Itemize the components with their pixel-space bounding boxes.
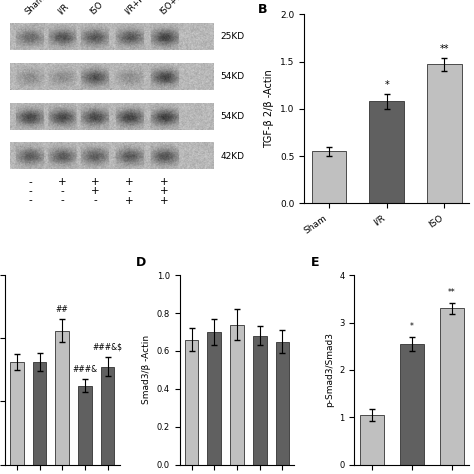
Text: E: E bbox=[310, 256, 319, 269]
Text: ###&$: ###&$ bbox=[93, 343, 123, 352]
Text: +: + bbox=[160, 186, 168, 196]
Bar bbox=[275, 342, 289, 465]
Text: -: - bbox=[128, 186, 131, 196]
Text: ###&: ###& bbox=[73, 365, 98, 374]
Text: -: - bbox=[61, 186, 64, 196]
Text: +: + bbox=[125, 196, 134, 206]
Bar bbox=[369, 101, 404, 203]
Bar bbox=[230, 325, 244, 465]
Text: **: ** bbox=[440, 44, 449, 54]
Bar bbox=[400, 344, 424, 465]
Bar bbox=[185, 340, 199, 465]
Bar bbox=[101, 367, 115, 465]
Bar bbox=[427, 64, 462, 203]
Bar bbox=[10, 362, 24, 465]
Text: -: - bbox=[28, 177, 32, 187]
Text: ISO: ISO bbox=[89, 0, 105, 16]
Bar bbox=[440, 309, 464, 465]
Bar bbox=[208, 332, 221, 465]
Text: +: + bbox=[125, 177, 134, 187]
Text: Sham: Sham bbox=[24, 0, 47, 16]
Bar bbox=[311, 151, 346, 203]
Text: +: + bbox=[58, 177, 67, 187]
Text: +: + bbox=[91, 177, 100, 187]
Bar bbox=[253, 336, 266, 465]
Text: 54KD: 54KD bbox=[220, 72, 245, 81]
Text: -: - bbox=[61, 196, 64, 206]
Text: *: * bbox=[384, 80, 389, 90]
Text: +: + bbox=[91, 186, 100, 196]
Bar bbox=[359, 415, 383, 465]
Text: -: - bbox=[93, 196, 97, 206]
Bar bbox=[78, 386, 92, 465]
Y-axis label: TGF-β 2/β -Actin: TGF-β 2/β -Actin bbox=[264, 70, 274, 148]
Text: -: - bbox=[28, 196, 32, 206]
Text: ##: ## bbox=[56, 305, 69, 314]
Text: I/R+Pir: I/R+Pir bbox=[123, 0, 150, 16]
Bar bbox=[33, 362, 46, 465]
Text: I/R: I/R bbox=[56, 2, 71, 16]
Text: *: * bbox=[410, 322, 414, 331]
Text: +: + bbox=[160, 196, 168, 206]
Bar bbox=[55, 330, 69, 465]
Text: +: + bbox=[160, 177, 168, 187]
Text: 42KD: 42KD bbox=[220, 152, 244, 161]
Text: 25KD: 25KD bbox=[220, 32, 245, 41]
Text: **: ** bbox=[448, 288, 456, 297]
Text: B: B bbox=[258, 3, 267, 16]
Text: -: - bbox=[28, 186, 32, 196]
Y-axis label: p-Smad3/Smad3: p-Smad3/Smad3 bbox=[325, 332, 334, 408]
Text: ISO+Pir: ISO+Pir bbox=[158, 0, 187, 16]
Text: 54KD: 54KD bbox=[220, 112, 245, 121]
Y-axis label: Smad3/β -Actin: Smad3/β -Actin bbox=[142, 336, 151, 404]
Text: D: D bbox=[136, 256, 146, 269]
